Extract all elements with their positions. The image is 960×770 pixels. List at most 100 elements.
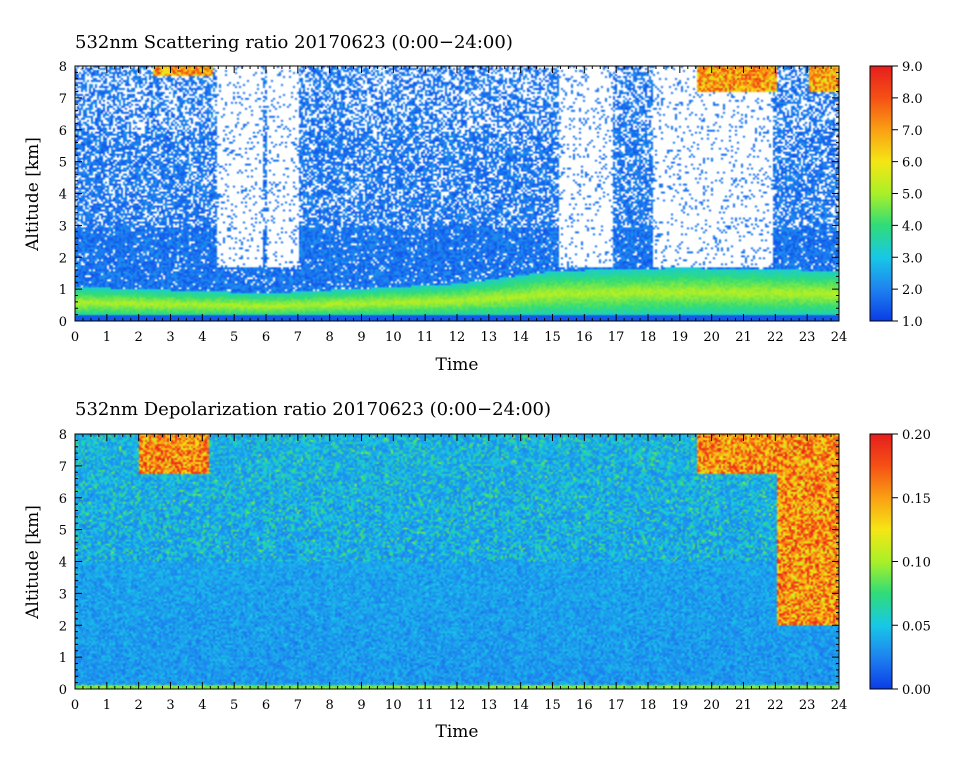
colorbar-tick-label: 0.15: [902, 492, 931, 507]
x-tick-label: 5: [230, 698, 238, 713]
x-tick-label: 1: [103, 698, 111, 713]
x-tick-label: 11: [417, 330, 434, 345]
x-tick-label: 19: [672, 330, 689, 345]
y-tick-label: 8: [59, 60, 67, 75]
scattering-panel: 532nm Scattering ratio 20170623 (0:00−24…: [23, 32, 923, 375]
x-tick-label: 0: [71, 698, 79, 713]
x-tick-label: 24: [831, 330, 848, 345]
x-tick-label: 24: [831, 698, 848, 713]
x-tick-label: 7: [294, 330, 302, 345]
colorbar-tick-label: 0.00: [902, 683, 931, 698]
scattering-y-ticks: 0 1 2 3 4 5 6 7 8: [59, 60, 839, 330]
depolarization-heatmap: [75, 434, 839, 689]
x-tick-label: 23: [799, 330, 816, 345]
y-tick-label: 8: [59, 428, 67, 443]
x-tick-label: 22: [767, 330, 784, 345]
x-tick-label: 4: [198, 698, 206, 713]
x-tick-label: 3: [166, 330, 174, 345]
colorbar-tick-label: 8.0: [902, 92, 923, 107]
scattering-colorbar-ticks: 1.0 2.0 3.0 4.0 5.0 6.0 7.0 8.0 9.0: [892, 60, 923, 330]
x-tick-label: 12: [449, 698, 466, 713]
x-tick-label: 10: [385, 330, 402, 345]
x-tick-label: 1: [103, 330, 111, 345]
y-tick-label: 0: [59, 683, 67, 698]
y-tick-label: 5: [59, 156, 67, 171]
x-tick-label: 23: [799, 698, 816, 713]
x-tick-label: 8: [326, 698, 334, 713]
colorbar-tick-label: 3.0: [902, 251, 923, 266]
colorbar-tick-label: 9.0: [902, 60, 923, 75]
depolarization-x-label: Time: [436, 722, 479, 742]
colorbar-tick-label: 1.0: [902, 315, 923, 330]
x-tick-label: 21: [735, 330, 752, 345]
y-tick-label: 3: [59, 587, 67, 602]
x-tick-label: 14: [512, 698, 529, 713]
x-tick-label: 9: [357, 698, 365, 713]
y-tick-label: 0: [59, 315, 67, 330]
depolarization-y-label: Altitude [km]: [23, 505, 43, 620]
depolarization-y-ticks: 0 1 2 3 4 5 6 7 8: [59, 428, 839, 698]
colorbar-tick-label: 4.0: [902, 219, 923, 234]
x-tick-label: 11: [417, 698, 434, 713]
depolarization-title: 532nm Depolarization ratio 20170623 (0:0…: [75, 399, 551, 420]
colorbar-tick-label: 0.10: [902, 556, 931, 571]
scattering-title: 532nm Scattering ratio 20170623 (0:00−24…: [75, 32, 513, 53]
colorbar-tick-label: 2.0: [902, 283, 923, 298]
x-tick-label: 2: [135, 698, 143, 713]
scattering-x-ticks: 0 1 2 3 4 5 6 7 8 9 10 11 12 13 14 15 16 17 18 19 20 21 22 23 24: [71, 66, 847, 345]
x-tick-label: 8: [326, 330, 334, 345]
x-tick-label: 22: [767, 698, 784, 713]
y-tick-label: 2: [59, 619, 67, 634]
x-tick-label: 18: [640, 330, 657, 345]
x-tick-label: 6: [262, 698, 270, 713]
x-tick-label: 20: [703, 330, 720, 345]
x-tick-label: 21: [735, 698, 752, 713]
x-tick-label: 19: [672, 698, 689, 713]
y-tick-label: 2: [59, 251, 67, 266]
x-tick-label: 12: [449, 330, 466, 345]
depolarization-panel: 532nm Depolarization ratio 20170623 (0:0…: [23, 399, 931, 742]
x-tick-label: 13: [481, 330, 498, 345]
colorbar-tick-label: 6.0: [902, 156, 923, 171]
depolarization-x-ticks: 0 1 2 3 4 5 6 7 8 9 10 11 12 13 14 15 16 17 18 19 20 21 22 23 24: [71, 434, 847, 713]
y-tick-label: 3: [59, 219, 67, 234]
x-tick-label: 6: [262, 330, 270, 345]
scattering-y-label: Altitude [km]: [23, 137, 43, 252]
x-tick-label: 18: [640, 698, 657, 713]
colorbar-tick-label: 5.0: [902, 188, 923, 203]
x-tick-label: 15: [544, 330, 561, 345]
x-tick-label: 9: [357, 330, 365, 345]
x-tick-label: 20: [703, 698, 720, 713]
depolarization-colorbar: [869, 433, 893, 690]
x-tick-label: 16: [576, 698, 593, 713]
colorbar-tick-label: 7.0: [902, 124, 923, 139]
x-tick-label: 13: [481, 698, 498, 713]
x-tick-label: 15: [544, 698, 561, 713]
y-tick-label: 1: [59, 283, 67, 298]
x-tick-label: 10: [385, 698, 402, 713]
x-tick-label: 5: [230, 330, 238, 345]
y-tick-label: 4: [59, 188, 67, 203]
x-tick-label: 3: [166, 698, 174, 713]
y-tick-label: 6: [59, 492, 67, 507]
x-tick-label: 7: [294, 698, 302, 713]
scattering-colorbar: [869, 65, 893, 322]
x-tick-label: 14: [512, 330, 529, 345]
y-tick-label: 4: [59, 556, 67, 571]
y-tick-label: 7: [59, 92, 67, 107]
colorbar-tick-label: 0.05: [902, 619, 931, 634]
y-tick-label: 1: [59, 651, 67, 666]
y-tick-label: 7: [59, 460, 67, 475]
x-tick-label: 4: [198, 330, 206, 345]
y-tick-label: 5: [59, 524, 67, 539]
scattering-x-label: Time: [436, 355, 479, 375]
depolarization-colorbar-ticks: 0.00 0.05 0.10 0.15 0.20: [892, 428, 931, 698]
x-tick-label: 16: [576, 330, 593, 345]
y-tick-label: 6: [59, 124, 67, 139]
x-tick-label: 17: [608, 698, 625, 713]
scattering-heatmap: [75, 66, 839, 321]
x-tick-label: 2: [135, 330, 143, 345]
colorbar-tick-label: 0.20: [902, 428, 931, 443]
x-tick-label: 0: [71, 330, 79, 345]
